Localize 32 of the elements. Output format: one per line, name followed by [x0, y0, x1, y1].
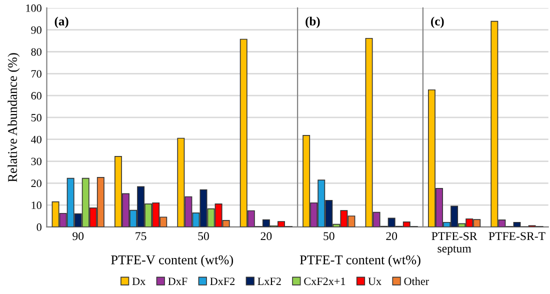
y-tick-label: 0: [36, 223, 42, 231]
y-tick-label: 60: [31, 92, 42, 100]
y-tick-label: 100: [26, 4, 42, 12]
x-tick-label: 75: [136, 232, 146, 240]
y-tick-label: 50: [31, 114, 42, 122]
legend-label: DxF2: [210, 278, 235, 285]
y-tick-label: 70: [32, 70, 42, 78]
y-tick-label: 40: [30, 136, 42, 144]
y-tick-label: 10: [32, 202, 42, 210]
y-tick-label: 30: [31, 158, 42, 166]
legend-label: Dx: [132, 278, 146, 285]
x-tick-label: 50: [198, 232, 209, 240]
y-tick-label: 80: [31, 48, 42, 56]
x-tick-label: 20: [386, 232, 398, 240]
y-tick-label: 90: [31, 26, 42, 34]
y-axis-title: Relative Abundance (%): [8, 53, 20, 182]
text: (a): [54, 16, 68, 28]
text: (b): [306, 16, 320, 28]
x-tick-label: PTFE-SR-T: [488, 232, 546, 240]
legend-label: LxF2: [258, 278, 281, 285]
x-axis-title: PTFE-V content (wt%): [111, 255, 234, 267]
x-tick-label: 20: [260, 232, 272, 240]
legend-label: Other: [404, 277, 429, 286]
x-tick-label: PTFE-SR septum: [432, 232, 478, 255]
x-axis-title: PTFE-T content (wt%): [300, 255, 420, 267]
y-tick-label: 20: [31, 180, 42, 188]
legend-label: DxF: [168, 278, 188, 285]
legend-label: Ux: [368, 278, 382, 286]
x-tick-label: 90: [72, 232, 84, 240]
x-tick-label: 50: [324, 232, 334, 240]
legend-label: CxF2x+1: [304, 278, 346, 286]
text: (c): [431, 16, 444, 28]
